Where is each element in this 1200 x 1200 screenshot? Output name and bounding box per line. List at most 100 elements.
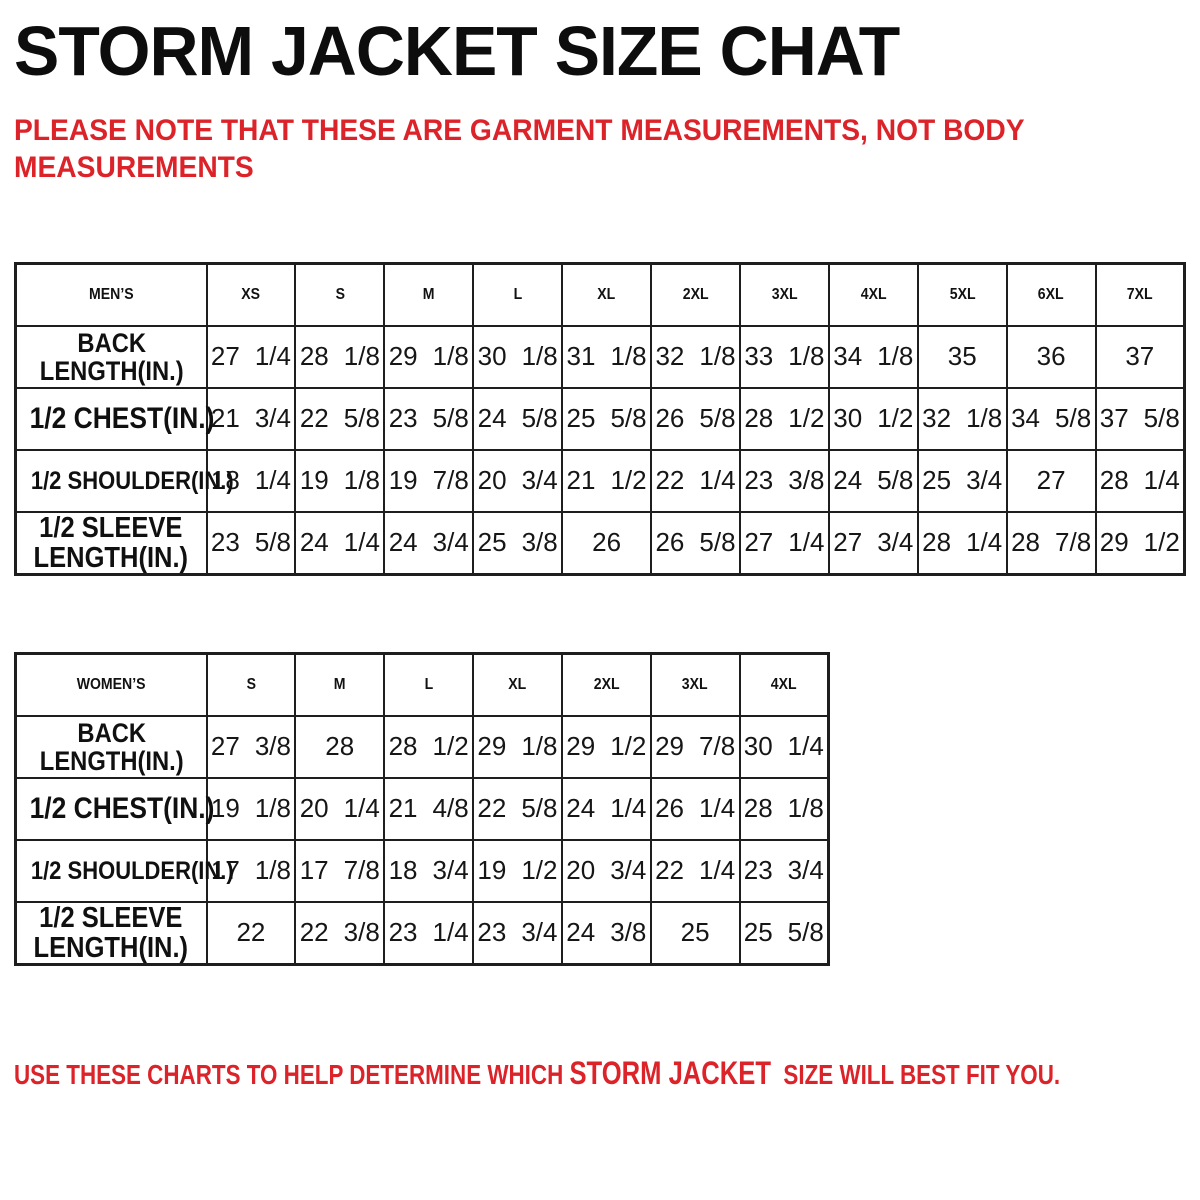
size-header-text: M xyxy=(422,285,435,303)
size-header-text: 2XL xyxy=(682,285,709,303)
measurement-value-cell: 30 1/8 xyxy=(472,324,564,389)
measurement-value-cell: 28 1/2 xyxy=(383,714,475,779)
garment-measurements-note: PLEASE NOTE THAT THESE ARE GARMENT MEASU… xyxy=(14,112,1025,186)
row-label-text: 1/2 SLEEVE LENGTH(IN.) xyxy=(34,513,189,573)
measurement-value-cell: 24 1/4 xyxy=(294,510,386,575)
measurement-value-cell: 29 1/2 xyxy=(560,714,652,779)
measurement-value-cell: 24 1/4 xyxy=(560,776,652,841)
measurement-value-cell: 30 1/2 xyxy=(827,386,919,451)
page-title: STORM JACKET SIZE CHAT xyxy=(14,12,900,90)
measurement-value-cell: 26 1/4 xyxy=(649,776,741,841)
measurement-value-cell: 23 1/4 xyxy=(383,900,475,965)
fit-advice-prefix: USE THESE CHARTS TO HELP DETERMINE WHICH xyxy=(14,1059,570,1090)
measurement-value-cell: 22 5/8 xyxy=(294,386,386,451)
measurement-value-cell: 24 3/4 xyxy=(383,510,475,575)
measurement-value-cell: 25 xyxy=(649,900,741,965)
size-header-row: MEN’S XS S M L XL 2XL 3XL 4XL 5XL 6XL 7XL xyxy=(14,262,1186,327)
measurement-value-cell: 35 xyxy=(916,324,1008,389)
measurement-value-cell: 28 1/8 xyxy=(738,776,830,841)
table-title-text: MEN’S xyxy=(88,285,134,303)
measurement-value-cell: 34 5/8 xyxy=(1005,386,1097,451)
row-label-cell: BACK LENGTH(IN.) xyxy=(14,324,208,389)
size-header-text: 3XL xyxy=(771,285,798,303)
row-label-text: 1/2 SHOULDER(IN.) xyxy=(31,858,234,884)
measurement-value-cell: 22 xyxy=(205,900,297,965)
size-header-text: 2XL xyxy=(593,675,620,693)
row-label-cell: 1/2 SHOULDER(IN.) xyxy=(14,448,234,513)
measurement-value-cell: 22 5/8 xyxy=(472,776,563,841)
size-header-text: M xyxy=(333,675,346,693)
size-header-cell: 4XL xyxy=(827,262,919,327)
measurement-value-cell: 26 5/8 xyxy=(650,386,741,451)
row-label-line: 1/2 SHOULDER(IN.) xyxy=(30,856,234,885)
size-header-text: 6XL xyxy=(1038,285,1065,303)
size-header-cell: XL xyxy=(472,652,563,717)
size-header-text: XS xyxy=(241,285,261,303)
measurement-value-cell: 32 1/8 xyxy=(650,324,741,389)
measurement-value-cell: 24 5/8 xyxy=(827,448,919,513)
measurement-row: 1/2 SHOULDER(IN.) 17 1/8 17 7/8 18 3/4 19 1/… xyxy=(14,838,830,903)
table-title-cell: WOMEN’S xyxy=(14,652,208,717)
row-label-line: BACK xyxy=(76,717,146,748)
size-header-cell: 3XL xyxy=(738,262,830,327)
measurement-row: 1/2 CHEST(IN.) 21 3/4 22 5/8 23 5/8 24 5/8 25… xyxy=(14,386,1186,451)
measurement-value-cell: 23 3/8 xyxy=(738,448,830,513)
size-header-cell: XS xyxy=(205,262,297,327)
size-header-cell: 6XL xyxy=(1005,262,1097,327)
measurement-value-cell: 17 7/8 xyxy=(294,838,386,903)
measurement-value-cell: 36 xyxy=(1005,324,1097,389)
measurement-value-cell: 19 7/8 xyxy=(383,448,475,513)
row-label-line: 1/2 CHEST(IN.) xyxy=(29,402,215,435)
measurement-value-cell: 25 3/4 xyxy=(916,448,1008,513)
size-header-text: 4XL xyxy=(860,285,887,303)
row-label-line: LENGTH(IN.) xyxy=(39,745,184,776)
row-label-line: BACK xyxy=(76,327,146,358)
measurement-value-cell: 27 1/4 xyxy=(738,510,830,575)
measurement-value-cell: 26 5/8 xyxy=(650,510,741,575)
measurement-row: 1/2 SHOULDER(IN.) 18 1/4 19 1/8 19 7/8 20 3/… xyxy=(14,448,1186,513)
size-header-cell: 7XL xyxy=(1094,262,1186,327)
row-label-text: 1/2 CHEST(IN.) xyxy=(30,793,215,824)
measurement-value-cell: 29 7/8 xyxy=(649,714,741,779)
measurement-row: BACK LENGTH(IN.) 27 1/4 28 1/8 29 1/8 30 1/8 3… xyxy=(14,324,1186,389)
measurement-value-cell: 23 3/4 xyxy=(738,838,830,903)
measurement-value-cell: 37 5/8 xyxy=(1094,386,1186,451)
row-label-cell: 1/2 SLEEVE LENGTH(IN.) xyxy=(14,900,208,965)
measurement-value-cell: 19 1/8 xyxy=(205,776,297,841)
measurement-value-cell: 28 1/4 xyxy=(916,510,1008,575)
row-label-cell: 1/2 SLEEVE LENGTH(IN.) xyxy=(14,510,208,575)
measurement-value-cell: 29 1/8 xyxy=(383,324,475,389)
row-label-line: 1/2 SLEEVE xyxy=(39,511,183,544)
size-header-text: 7XL xyxy=(1126,285,1153,303)
row-label-text: BACK LENGTH(IN.) xyxy=(39,719,183,775)
measurement-value-cell: 32 1/8 xyxy=(916,386,1008,451)
table-title-text: WOMEN’S xyxy=(76,675,146,693)
measurement-value-cell: 18 3/4 xyxy=(383,838,475,903)
row-label-line: LENGTH(IN.) xyxy=(33,931,189,964)
measurement-value-cell: 28 xyxy=(294,714,386,779)
size-header-text: S xyxy=(335,285,345,303)
measurement-value-cell: 27 1/4 xyxy=(205,324,297,389)
measurement-value-cell: 29 1/8 xyxy=(472,714,563,779)
row-label-cell: 1/2 SHOULDER(IN.) xyxy=(14,838,234,903)
measurement-value-cell: 28 1/8 xyxy=(294,324,386,389)
fit-advice-text: USE THESE CHARTS TO HELP DETERMINE WHICH… xyxy=(14,1056,1060,1092)
measurement-value-cell: 21 3/4 xyxy=(205,386,297,451)
size-header-cell: 2XL xyxy=(560,652,652,717)
measurement-value-cell: 22 1/4 xyxy=(650,448,741,513)
size-header-text: XL xyxy=(597,285,616,303)
row-label-text: 1/2 CHEST(IN.) xyxy=(30,403,215,434)
row-label-cell: 1/2 CHEST(IN.) xyxy=(14,386,214,451)
measurement-value-cell: 21 4/8 xyxy=(383,776,475,841)
size-header-cell: 2XL xyxy=(650,262,741,327)
measurement-value-cell: 27 xyxy=(1005,448,1097,513)
size-header-cell: S xyxy=(205,652,297,717)
row-label-text: 1/2 SLEEVE LENGTH(IN.) xyxy=(34,903,189,963)
measurement-value-cell: 23 5/8 xyxy=(205,510,297,575)
measurement-row: 1/2 SLEEVE LENGTH(IN.) 22 22 3/8 23 1/4 23 3/… xyxy=(14,900,830,965)
size-header-text: 4XL xyxy=(770,675,797,693)
row-label-line: 1/2 SLEEVE xyxy=(39,901,183,934)
size-header-text: 5XL xyxy=(949,285,976,303)
size-header-cell: M xyxy=(294,652,386,717)
measurement-value-cell: 17 1/8 xyxy=(205,838,297,903)
